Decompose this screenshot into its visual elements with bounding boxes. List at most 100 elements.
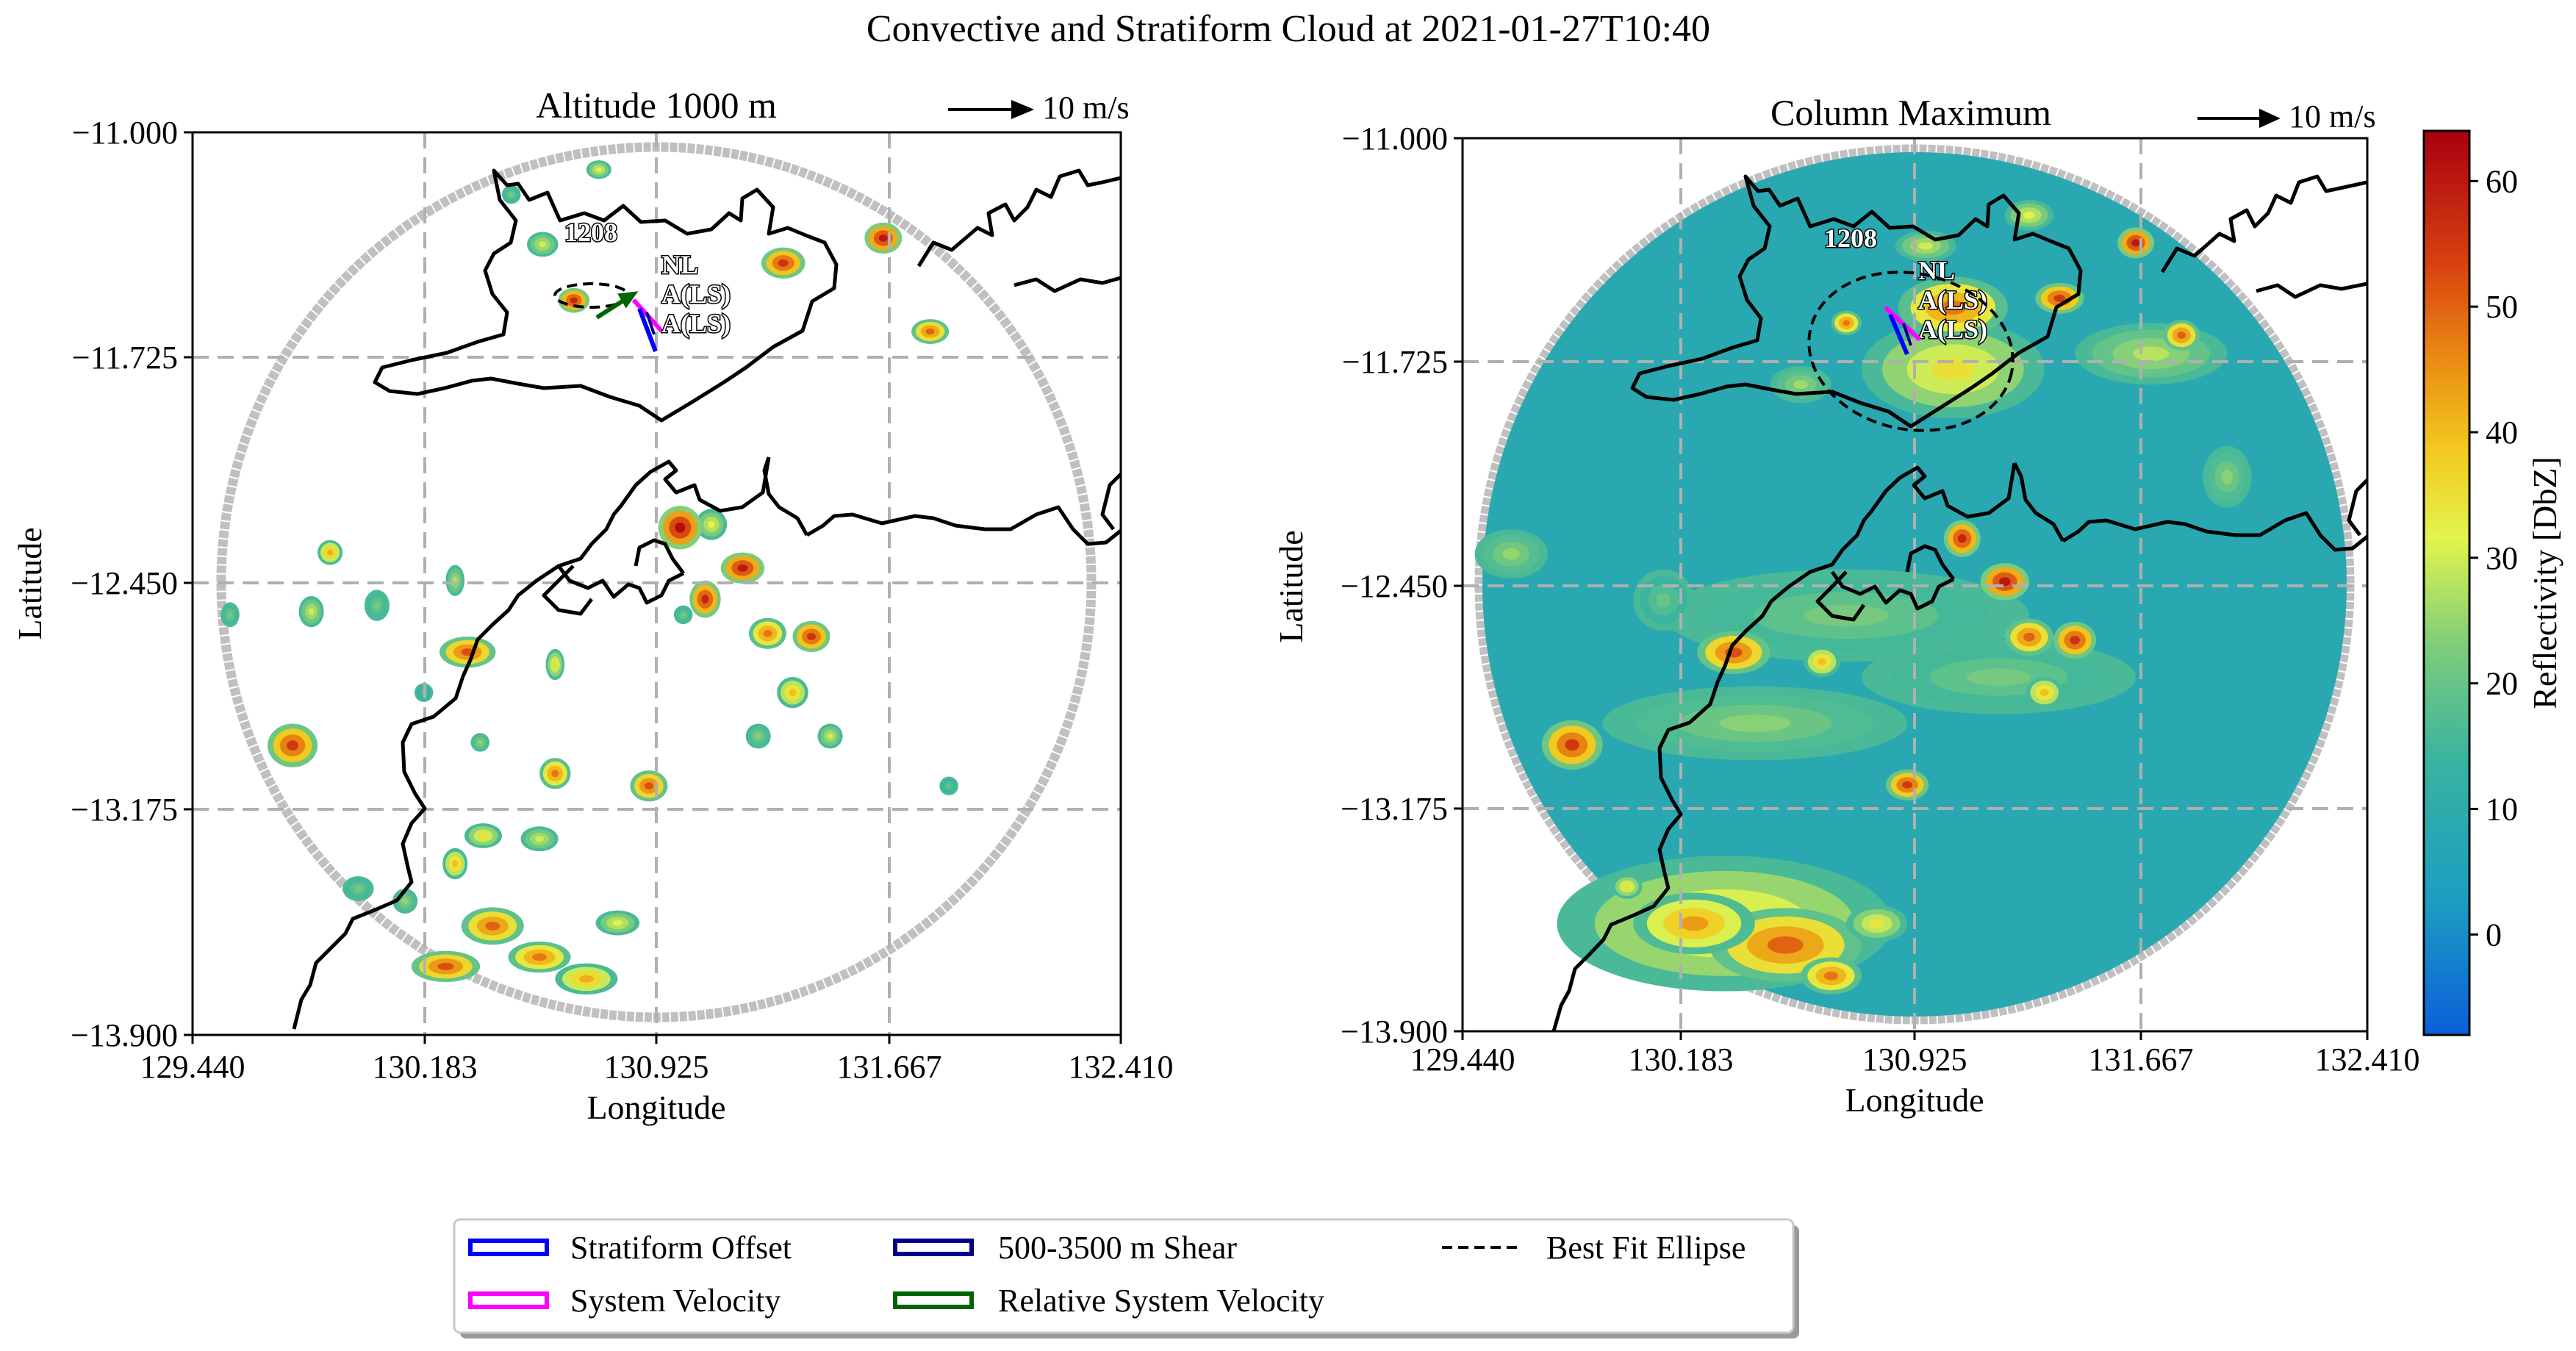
- grid-lines: [193, 132, 1121, 1035]
- reflectivity-cell-core: [1793, 380, 1808, 390]
- reflectivity-cell-core: [551, 770, 559, 778]
- reflectivity-cell-core: [2131, 239, 2140, 247]
- colorbar-tick-label: 40: [2486, 415, 2518, 451]
- figure-title: Convective and Stratiform Cloud at 2021-…: [867, 8, 1710, 50]
- reflectivity-cell-core: [452, 860, 459, 868]
- reflectivity-cell-core: [1918, 242, 1933, 250]
- colorbar-label: Reflectivity [DbZ]: [2526, 456, 2564, 709]
- panel-title: Altitude 1000 m: [536, 85, 777, 126]
- reflectivity-cell-core: [778, 259, 789, 267]
- coastline: [292, 168, 1121, 1030]
- x-tick-label: 130.183: [1629, 1042, 1734, 1078]
- reflectivity-cell-core: [478, 833, 488, 839]
- shear-vector: [1902, 323, 1912, 346]
- x-tick-label: 130.925: [1862, 1042, 1967, 1078]
- wind-key: 10 m/s: [2198, 98, 2376, 135]
- wind-key-arrow: [2198, 108, 2281, 129]
- panel-altitude-1000m: Altitude 1000 m 10 m/s: [11, 85, 1174, 1126]
- x-ticks: 129.440 130.183 130.925 131.667 132.410: [140, 1035, 1174, 1085]
- colorbar-tick-label: 50: [2486, 289, 2518, 325]
- reflectivity-cell-core: [570, 297, 578, 304]
- reflectivity-cell-core: [1966, 668, 2031, 687]
- reflectivity-cell-core: [228, 612, 233, 618]
- reflectivity-cell-core: [1940, 300, 1966, 315]
- stratiform-offset-vector: [1888, 313, 1909, 356]
- reflectivity-cell-core: [287, 740, 299, 751]
- y-axis-label: Latitude: [11, 527, 49, 639]
- x-tick-label: 132.410: [2315, 1042, 2420, 1078]
- reflectivity-cell-core: [532, 953, 548, 961]
- reflectivity-cell-core: [1679, 916, 1709, 931]
- y-tick-label: −12.450: [1341, 568, 1448, 604]
- colorbar-ticks: 0 10 20 30 40 50 60: [2469, 163, 2518, 953]
- coastline: [1551, 174, 2367, 1031]
- annotation-als-2: A(LS): [661, 309, 731, 338]
- reflectivity-cell-core: [1502, 548, 1521, 560]
- reflectivity-cell-core: [539, 241, 547, 248]
- reflectivity-cell-core: [485, 921, 501, 931]
- reflectivity-cell-core: [807, 633, 816, 640]
- annotation-als-1: A(LS): [661, 279, 731, 309]
- reflectivity-cell-core: [354, 885, 362, 892]
- x-tick-label: 129.440: [140, 1049, 245, 1085]
- reflectivity-cell-core: [478, 739, 483, 745]
- reflectivity-cell-core: [1767, 936, 1804, 954]
- y-tick-label: −13.900: [71, 1017, 178, 1053]
- reflectivity-cell-core: [1931, 357, 1975, 381]
- annotation-id: 1208: [564, 218, 617, 247]
- legend-label: 500-3500 m Shear: [998, 1230, 1237, 1266]
- reflectivity-cell-core: [789, 689, 797, 697]
- reflectivity-cell-core: [2023, 632, 2035, 642]
- reflectivity-cell-core: [402, 897, 409, 904]
- reflectivity-cell-core: [1623, 884, 1631, 890]
- annotations: 1208 NL A(LS) A(LS): [564, 217, 732, 340]
- best-fit-ellipse: [1807, 270, 2014, 432]
- colorbar-tick-label: 20: [2486, 666, 2518, 702]
- reflectivity-cell-core: [1869, 919, 1884, 928]
- x-tick-label: 131.667: [837, 1049, 942, 1085]
- reflectivity-cell-core: [1818, 658, 1826, 666]
- panel-column-maximum: Column Maximum 10 m/s: [1272, 92, 2420, 1119]
- y-tick-label: −11.725: [1342, 344, 1448, 380]
- reflectivity-cell-core: [755, 733, 761, 739]
- legend-label: Best Fit Ellipse: [1546, 1230, 1746, 1266]
- y-tick-label: −13.175: [1341, 791, 1448, 827]
- legend: Stratiform Offset System Velocity 500-35…: [453, 1218, 1799, 1339]
- reflectivity-cell-core: [644, 782, 653, 790]
- reflectivity-cell-core: [612, 920, 623, 926]
- reflectivity-cell-core: [1902, 781, 1912, 789]
- y-tick-label: −13.900: [1341, 1014, 1448, 1050]
- legend-label: Stratiform Offset: [570, 1230, 792, 1266]
- legend-swatch: [468, 1239, 549, 1256]
- annotation-nl: NL: [661, 250, 698, 279]
- annotation-als-1: A(LS): [1918, 285, 1987, 315]
- y-tick-label: −12.450: [71, 565, 178, 601]
- colorbar-tick-label: 10: [2486, 792, 2518, 828]
- annotations: 1208 NL A(LS) A(LS): [1823, 223, 1989, 345]
- legend-swatch: [468, 1291, 549, 1309]
- grid-lines: [1463, 138, 2367, 1031]
- y-tick-label: −11.000: [72, 115, 178, 151]
- legend-label: System Velocity: [570, 1283, 781, 1319]
- y-tick-label: −11.725: [72, 340, 178, 376]
- colorbar: 0 10 20 30 40 50 60 Reflectivity [DbZ]: [2422, 129, 2564, 1036]
- reflectivity-cell-core: [2221, 470, 2234, 484]
- annotation-nl: NL: [1918, 256, 1955, 285]
- wind-key-label: 10 m/s: [1042, 90, 1130, 126]
- reflectivity-cell-core: [1565, 739, 1579, 751]
- reflectivity-cell-core: [737, 564, 748, 572]
- reflectivity-cell-core: [878, 234, 888, 242]
- y-ticks: −11.000 −11.725 −12.450 −13.175 −13.900: [1341, 121, 1463, 1050]
- legend-label: Relative System Velocity: [998, 1283, 1324, 1319]
- x-tick-label: 130.925: [604, 1049, 709, 1085]
- x-axis-label: Longitude: [586, 1089, 725, 1126]
- reflectivity-cell-core: [707, 520, 715, 528]
- reflectivity-cell-core: [2023, 211, 2035, 219]
- reflectivity-cell-core: [681, 612, 686, 617]
- reflectivity-cell-core: [701, 595, 709, 604]
- annotation-id: 1208: [1824, 223, 1877, 253]
- reflectivity-cell-core: [763, 629, 772, 637]
- reflectivity-cell-core: [308, 608, 315, 616]
- reflectivity-cell-core: [327, 549, 334, 556]
- legend-item: Best Fit Ellipse: [1442, 1230, 1746, 1266]
